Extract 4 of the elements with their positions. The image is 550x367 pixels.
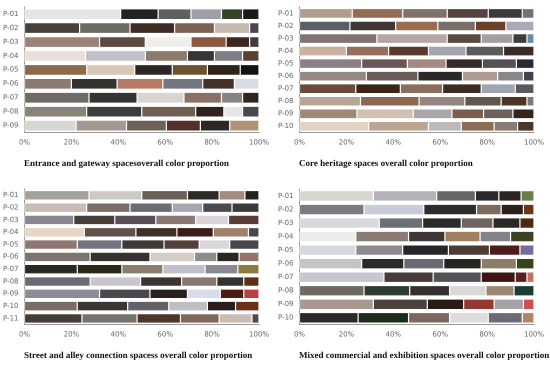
text: Street and alley connection spacess overall color proportion <box>24 350 254 360</box>
text: Mixed commercial and exhibition spaces overall color proportion <box>299 350 550 360</box>
text: Core heritage spaces overall color proportion <box>299 158 474 168</box>
text: Entrance and gateway spacesoverall color proportion <box>24 158 230 168</box>
